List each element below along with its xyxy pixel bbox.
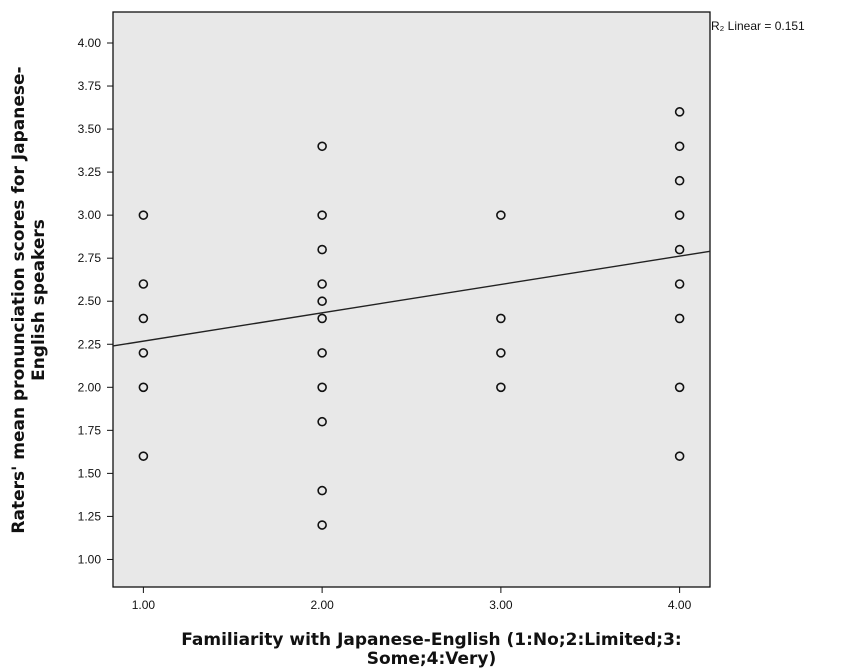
y-tick-label: 1.25 <box>78 509 102 523</box>
y-tick-label: 1.75 <box>78 423 102 437</box>
data-point <box>674 141 685 152</box>
fit-line <box>112 250 711 347</box>
data-point <box>317 416 327 427</box>
y-tick-label: 3.50 <box>78 122 102 136</box>
data-point <box>138 348 149 358</box>
data-point <box>317 244 327 255</box>
data-point <box>317 520 327 530</box>
data-point <box>674 107 685 117</box>
x-tick-label: 3.00 <box>489 598 513 612</box>
data-point <box>138 279 149 289</box>
y-tick-label: 2.50 <box>78 294 102 308</box>
data-point <box>317 296 327 307</box>
x-tick-label: 2.00 <box>310 598 334 612</box>
x-axis-title-line-1: Familiarity with Japanese-English (1:No;… <box>181 630 681 650</box>
data-point <box>317 313 327 324</box>
y-axis-title-line-1: Raters' mean pronunciation scores for Ja… <box>9 66 29 533</box>
y-tick-label: 3.75 <box>78 79 102 93</box>
data-point <box>496 348 506 358</box>
y-tick-label: 2.25 <box>78 337 102 351</box>
data-point <box>496 210 506 220</box>
data-point <box>317 210 327 220</box>
y-tick-label: 3.00 <box>78 208 102 222</box>
y-tick-label: 1.00 <box>78 552 102 566</box>
y-tick-label: 2.75 <box>78 251 102 265</box>
x-axis: 1.00 2.00 3.00 4.00 <box>132 587 692 612</box>
data-point <box>317 141 327 152</box>
x-tick-label: 4.00 <box>668 598 692 612</box>
data-point <box>674 210 685 220</box>
data-points <box>138 107 685 530</box>
data-point <box>317 382 327 393</box>
x-tick-label: 1.00 <box>132 598 156 612</box>
data-point <box>674 451 685 461</box>
x-axis-title: Familiarity with Japanese-English (1:No;… <box>181 630 681 669</box>
data-point <box>674 244 685 255</box>
data-point <box>674 175 685 186</box>
data-point <box>674 313 685 324</box>
y-tick-label: 4.00 <box>78 36 102 50</box>
plot-area <box>112 11 711 588</box>
y-axis-title-line-2: English speakers <box>29 219 49 381</box>
data-point <box>138 451 149 461</box>
data-point <box>138 210 149 220</box>
data-point <box>496 382 506 393</box>
data-point <box>317 485 327 496</box>
data-point <box>138 313 149 324</box>
data-point <box>317 348 327 358</box>
y-axis-title: Raters' mean pronunciation scores for Ja… <box>9 66 49 533</box>
y-axis: 1.00 1.25 1.50 1.75 2.00 2.25 2.50 2.75 3.00 3.25… <box>78 36 113 566</box>
data-point <box>138 382 149 393</box>
y-tick-label: 3.25 <box>78 165 102 179</box>
data-point <box>317 279 327 289</box>
fit-line-label: R₂ Linear = 0.151 <box>711 19 805 33</box>
y-tick-label: 1.50 <box>78 466 102 480</box>
data-point <box>674 279 685 289</box>
y-tick-label: 2.00 <box>78 380 102 394</box>
data-point <box>496 313 506 324</box>
x-axis-title-line-2: Some;4:Very) <box>367 649 497 669</box>
data-point <box>674 382 685 393</box>
